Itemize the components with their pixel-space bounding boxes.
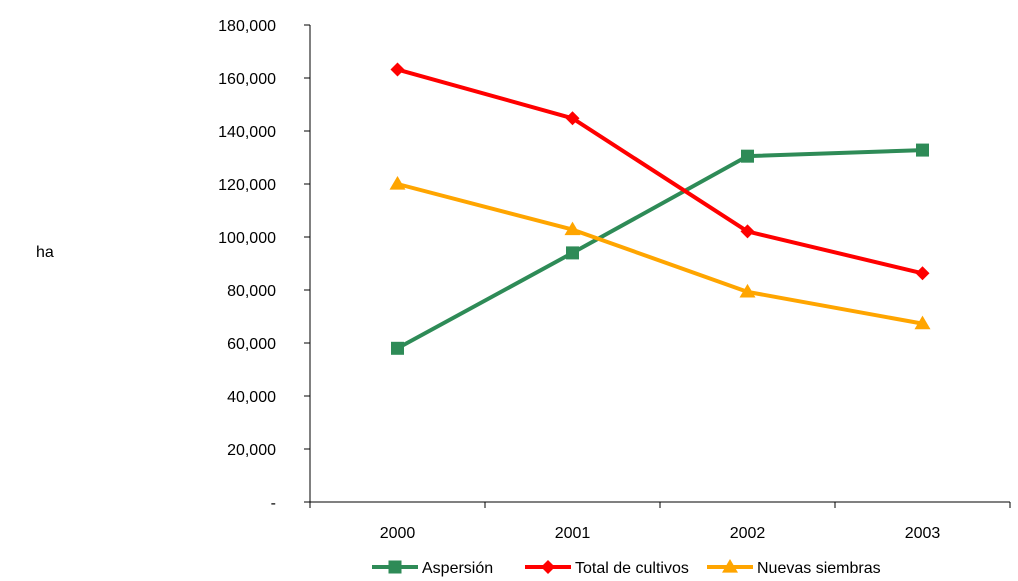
y-tick-label: 60,000 — [227, 336, 276, 353]
data-point — [740, 224, 755, 239]
legend-item: Aspersión — [372, 560, 493, 577]
x-tick-label: 2001 — [555, 525, 591, 542]
legend-item: Nuevas siembras — [707, 559, 881, 577]
legend-label: Aspersión — [422, 560, 493, 577]
y-tick-label: 180,000 — [218, 18, 276, 35]
data-point — [391, 341, 404, 355]
data-point — [916, 143, 929, 157]
data-point — [564, 221, 581, 236]
legend-marker — [541, 560, 555, 574]
data-point — [566, 246, 579, 260]
legend-item: Total de cultivos — [525, 560, 689, 577]
data-point — [389, 176, 406, 190]
y-tick-label: 140,000 — [218, 124, 276, 141]
y-tick-label: 40,000 — [227, 389, 276, 406]
series-3 — [389, 176, 931, 330]
x-tick-label: 2003 — [905, 525, 941, 542]
y-tick-label: - — [271, 495, 276, 512]
legend-marker — [388, 560, 402, 574]
series-layer — [389, 62, 931, 355]
series-line — [396, 182, 923, 326]
y-axis-label: ha — [36, 244, 54, 261]
data-point — [565, 111, 580, 126]
y-tick-label: 160,000 — [218, 71, 276, 88]
data-point — [390, 62, 405, 77]
series-1 — [391, 143, 929, 355]
data-point — [915, 266, 930, 281]
legend-marker — [722, 559, 738, 573]
series-line — [396, 148, 923, 351]
legend-label: Nuevas siembras — [757, 560, 881, 577]
y-tick-label: 100,000 — [218, 230, 276, 247]
y-tick-label: 80,000 — [227, 283, 276, 300]
data-point — [914, 315, 931, 330]
series-2 — [390, 62, 930, 281]
series-line — [396, 67, 923, 276]
x-tick-label: 2002 — [730, 525, 766, 542]
y-tick-label: 120,000 — [218, 177, 276, 194]
y-tick-label: 20,000 — [227, 442, 276, 459]
data-point — [741, 149, 754, 163]
legend: Aspersión Total de cultivos Nuevas siembra… — [372, 559, 881, 577]
data-point — [739, 283, 756, 298]
axes: - 20,000 40,000 60,000 80,000 100,000 120,000 1… — [218, 18, 1011, 542]
x-tick-label: 2000 — [380, 525, 416, 542]
legend-label: Total de cultivos — [575, 560, 689, 577]
